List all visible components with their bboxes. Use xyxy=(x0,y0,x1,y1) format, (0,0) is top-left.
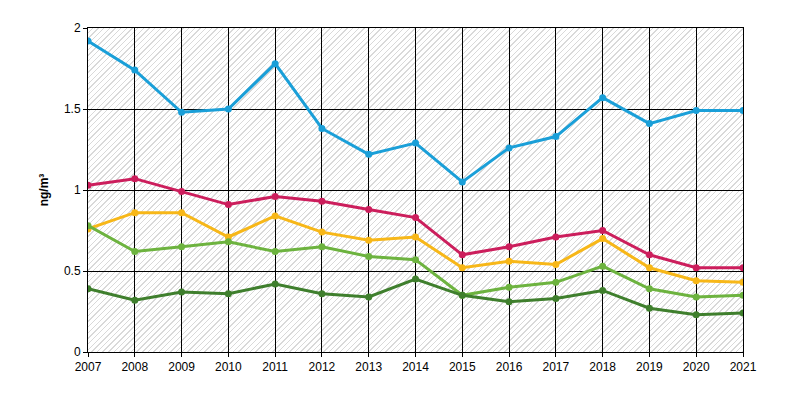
svg-text:2011: 2011 xyxy=(262,360,288,374)
svg-text:2017: 2017 xyxy=(543,360,570,374)
svg-text:2015: 2015 xyxy=(449,360,476,374)
svg-text:2: 2 xyxy=(74,21,81,35)
svg-text:2016: 2016 xyxy=(496,360,523,374)
svg-text:2009: 2009 xyxy=(168,360,195,374)
svg-text:1: 1 xyxy=(74,183,81,197)
svg-text:2018: 2018 xyxy=(589,360,616,374)
svg-text:0.5: 0.5 xyxy=(64,264,81,278)
svg-text:2021: 2021 xyxy=(730,360,757,374)
svg-text:1.5: 1.5 xyxy=(64,102,81,116)
svg-text:0: 0 xyxy=(74,345,81,359)
svg-text:2012: 2012 xyxy=(309,360,336,374)
svg-text:2020: 2020 xyxy=(683,360,710,374)
svg-text:2014: 2014 xyxy=(402,360,429,374)
svg-text:2010: 2010 xyxy=(215,360,242,374)
svg-text:2008: 2008 xyxy=(121,360,148,374)
svg-text:2013: 2013 xyxy=(355,360,382,374)
svg-text:2019: 2019 xyxy=(636,360,663,374)
svg-text:ng/m³: ng/m³ xyxy=(37,174,51,207)
svg-text:2007: 2007 xyxy=(75,360,102,374)
